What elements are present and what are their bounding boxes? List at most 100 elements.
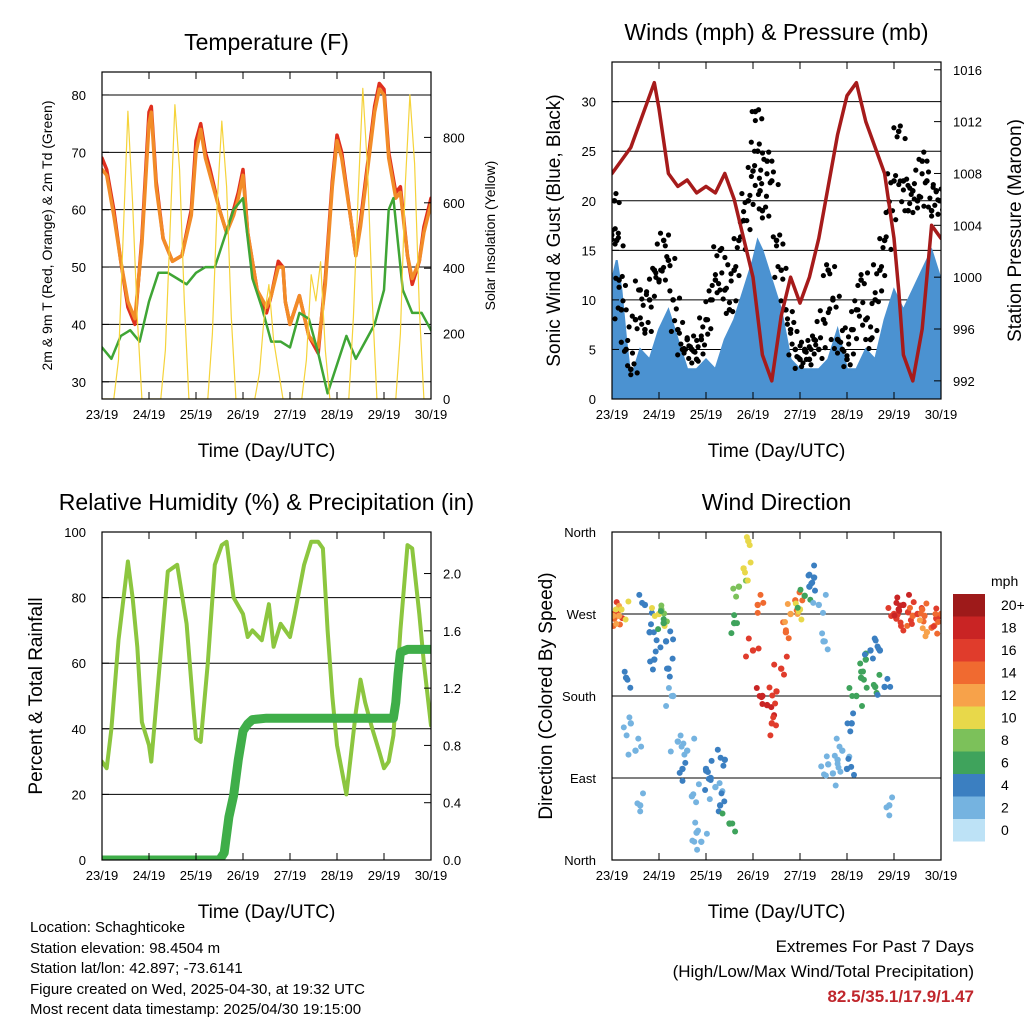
direction-point bbox=[831, 752, 838, 759]
winds-y2-tick-label: 1012 bbox=[953, 115, 982, 130]
direction-point bbox=[818, 763, 825, 770]
winds-gust-point bbox=[788, 330, 794, 336]
winds-gust-point bbox=[911, 181, 918, 187]
winds-gust-point bbox=[755, 107, 762, 113]
direction-point bbox=[908, 621, 915, 627]
winds-gust-point bbox=[870, 262, 877, 268]
direction-point bbox=[646, 629, 653, 636]
winds-x-tick-label: 26/19 bbox=[737, 407, 770, 422]
direction-point bbox=[810, 574, 818, 581]
winds-gust-point bbox=[734, 245, 740, 251]
winds-gust-point bbox=[750, 201, 756, 207]
winds-gust-point bbox=[650, 265, 656, 271]
direction-point bbox=[849, 693, 856, 699]
winds-gust-point bbox=[695, 344, 701, 350]
direction-y-axis-label: Direction (Colored By Speed) bbox=[536, 572, 557, 819]
winds-x-tick-label: 23/19 bbox=[596, 407, 629, 422]
winds-gust-point bbox=[756, 175, 763, 181]
winds-gust-point bbox=[860, 322, 866, 328]
winds-gust-point bbox=[719, 270, 725, 276]
winds-gust-point bbox=[838, 339, 844, 345]
winds-y-tick-label: 5 bbox=[589, 342, 596, 357]
direction-point bbox=[755, 645, 762, 652]
winds-gust-point bbox=[803, 349, 809, 355]
legend-label: 0 bbox=[1001, 822, 1009, 838]
winds-gust-point bbox=[636, 287, 642, 293]
winds-gust-point bbox=[748, 139, 754, 145]
humidity-x-tick-label: 26/19 bbox=[227, 868, 260, 883]
winds-frame bbox=[611, 61, 942, 400]
winds-gust-point bbox=[787, 326, 794, 333]
winds-gust-point bbox=[938, 186, 941, 192]
winds-title: Winds (mph) & Pressure (mb) bbox=[624, 19, 928, 45]
direction-point bbox=[822, 591, 829, 598]
winds-gust-point bbox=[619, 273, 625, 280]
direction-point bbox=[891, 612, 898, 619]
winds-gust-point bbox=[752, 182, 758, 189]
direction-point bbox=[650, 629, 657, 636]
winds-gust-point bbox=[811, 351, 817, 357]
winds-gust-point bbox=[858, 277, 864, 283]
direction-y-tick-label: North bbox=[564, 525, 596, 540]
direction-point bbox=[657, 644, 664, 651]
winds-gust-point bbox=[697, 315, 703, 321]
temperature-x-tick-label: 27/19 bbox=[274, 407, 307, 422]
direction-point bbox=[811, 562, 818, 569]
winds-gust-point bbox=[780, 276, 786, 282]
winds-gust-point bbox=[667, 288, 673, 294]
winds-gust-point bbox=[701, 342, 708, 348]
direction-point bbox=[778, 665, 785, 672]
direction-point bbox=[665, 685, 672, 691]
winds-y2-tick-label: 1004 bbox=[953, 218, 982, 233]
direction-point bbox=[759, 701, 766, 707]
winds-gust-point bbox=[882, 272, 888, 279]
direction-point bbox=[781, 671, 787, 678]
winds-gust-point bbox=[664, 254, 670, 260]
winds-gust-point bbox=[745, 164, 751, 171]
winds-gust-point bbox=[878, 263, 885, 270]
temperature-y-tick-label: 70 bbox=[72, 145, 86, 160]
humidity-y-tick-label: 40 bbox=[72, 722, 86, 737]
direction-point bbox=[845, 755, 852, 762]
humidity-x-axis-label: Time (Day/UTC) bbox=[198, 902, 336, 923]
winds-gust-point bbox=[922, 180, 928, 186]
winds-gust-point bbox=[628, 366, 634, 373]
direction-point bbox=[848, 763, 855, 770]
winds-panel: Winds (mph) & Pressure (mb) 23/19 24/19 25/… bbox=[544, 19, 1024, 462]
winds-gust-point bbox=[863, 336, 869, 343]
direction-point bbox=[933, 605, 940, 612]
winds-gust-point bbox=[618, 339, 624, 345]
winds-gust-point bbox=[759, 181, 765, 187]
winds-gust-point bbox=[653, 270, 659, 276]
legend-swatch bbox=[953, 729, 985, 752]
winds-gust-point bbox=[908, 191, 914, 198]
direction-point bbox=[921, 612, 928, 619]
direction-point bbox=[785, 635, 792, 642]
winds-gust-point bbox=[675, 352, 681, 358]
winds-gust-point bbox=[698, 333, 704, 339]
winds-gust-point bbox=[928, 207, 935, 214]
legend-label: 10 bbox=[1001, 710, 1017, 726]
winds-gust-point bbox=[775, 181, 781, 188]
direction-point bbox=[909, 612, 916, 619]
direction-point bbox=[847, 728, 854, 735]
direction-point bbox=[639, 599, 646, 606]
winds-gust-point bbox=[755, 191, 762, 198]
direction-point bbox=[794, 604, 801, 611]
direction-point bbox=[694, 846, 701, 853]
winds-gust-point bbox=[813, 337, 819, 344]
winds-gust-point bbox=[725, 262, 731, 268]
direction-point bbox=[874, 691, 881, 698]
winds-gust-point bbox=[888, 246, 894, 253]
direction-point bbox=[663, 703, 670, 709]
direction-point bbox=[716, 780, 723, 787]
winds-gust-point bbox=[842, 325, 848, 331]
direction-point bbox=[860, 668, 866, 675]
winds-gust-point bbox=[936, 198, 941, 204]
winds-gust-point bbox=[665, 232, 672, 238]
direction-point bbox=[886, 812, 893, 819]
winds-gust-point bbox=[731, 236, 737, 242]
winds-gust-point bbox=[606, 228, 611, 233]
winds-gust-point bbox=[806, 356, 813, 363]
direction-point bbox=[681, 751, 688, 758]
